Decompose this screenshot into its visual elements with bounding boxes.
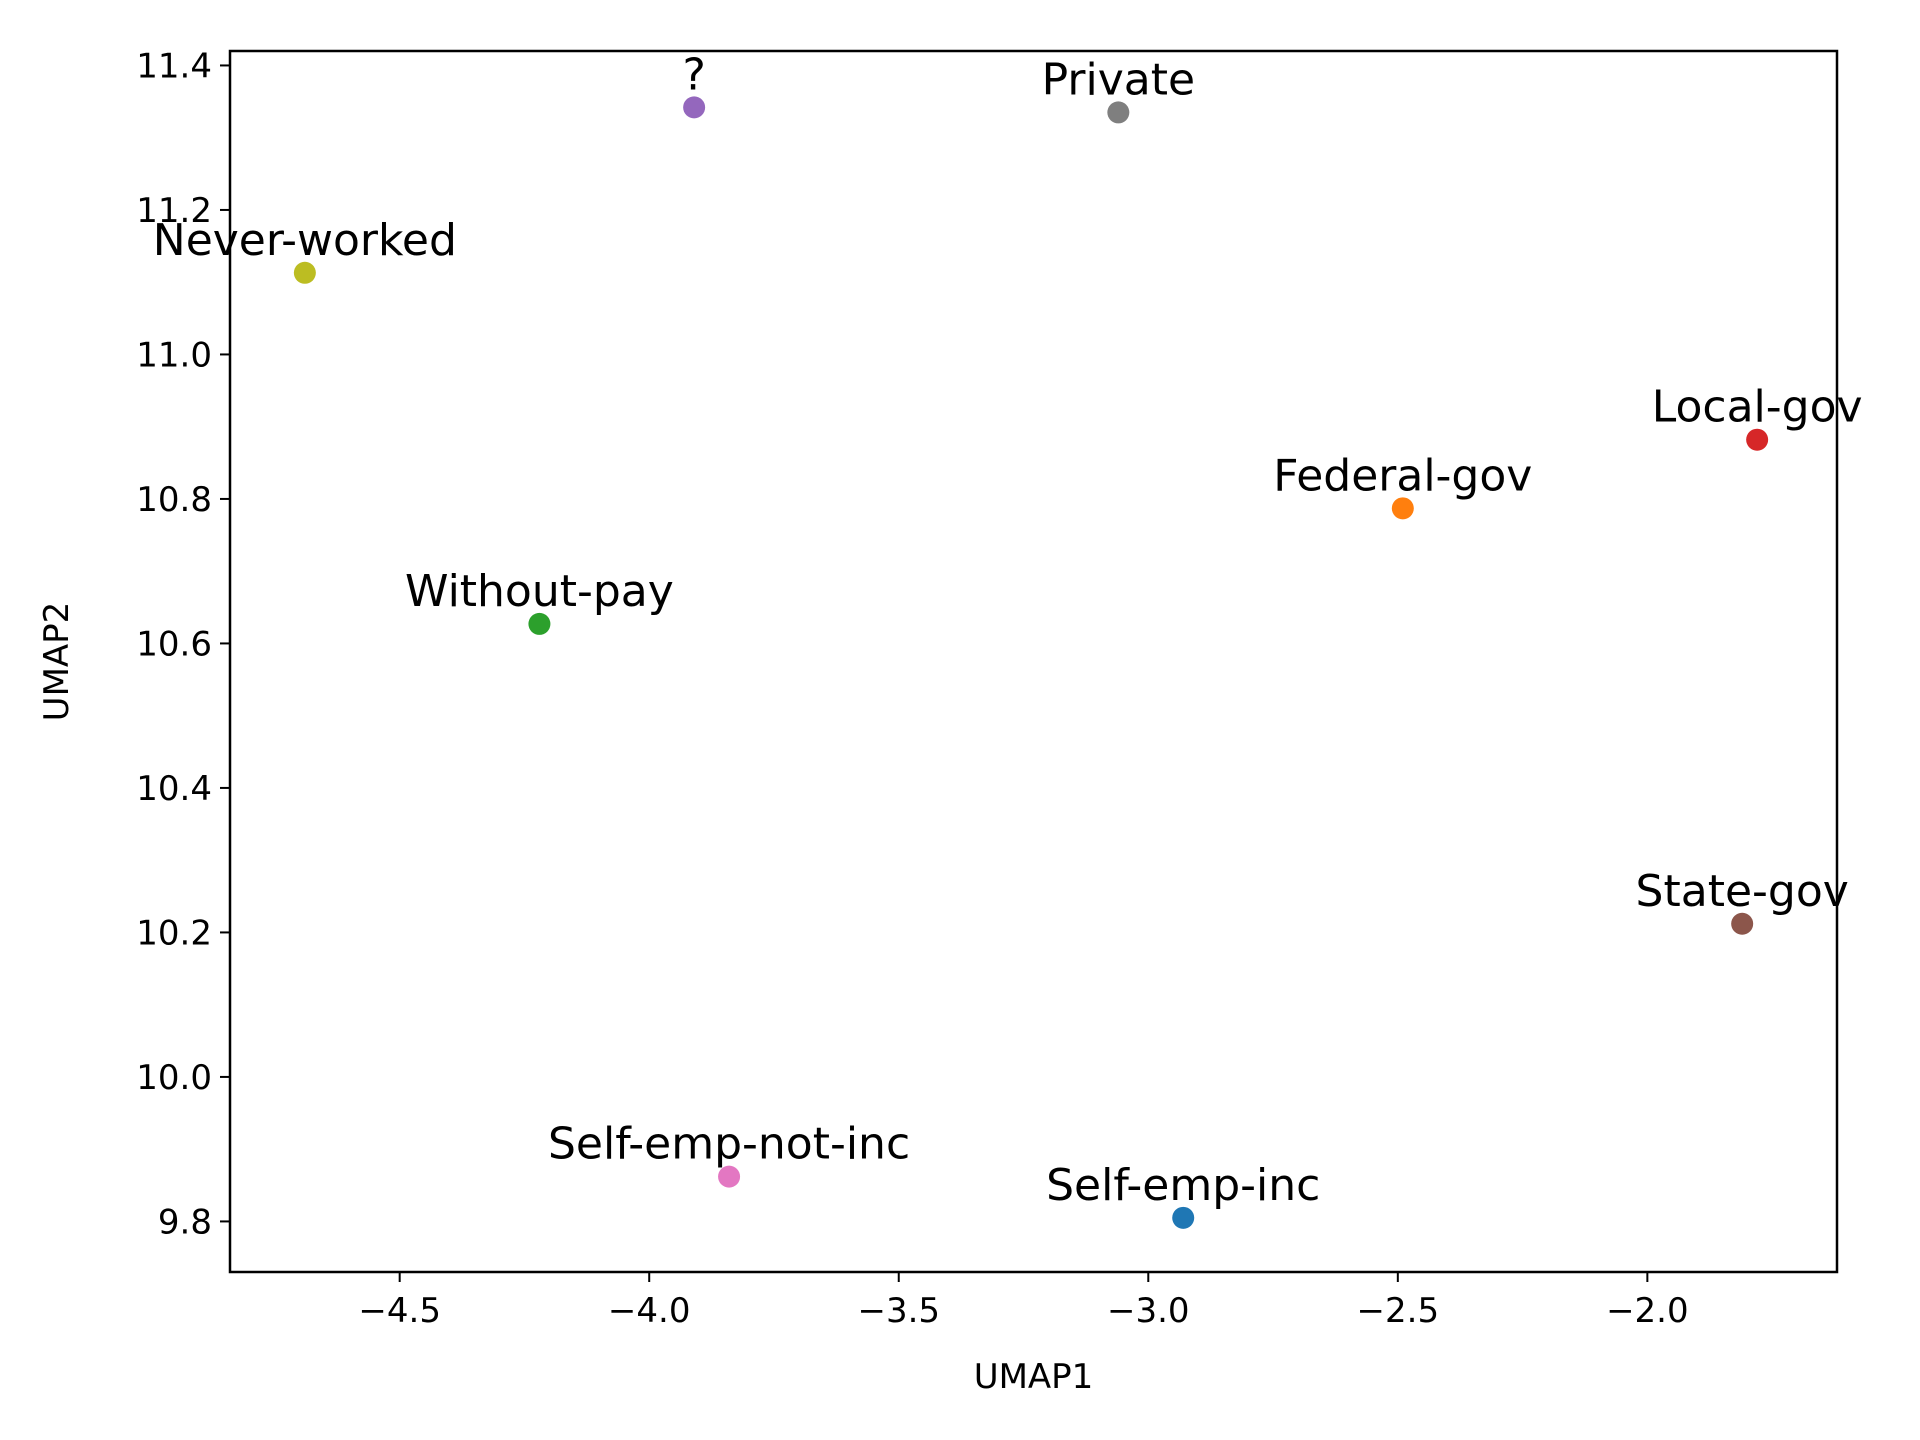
y-tick-label: 10.8 [136, 480, 212, 520]
data-point [1746, 428, 1769, 451]
point-label: Without-pay [405, 566, 674, 617]
data-point [293, 261, 316, 284]
x-tick-label: −4.5 [358, 1291, 441, 1331]
data-point [528, 612, 551, 635]
y-tick-label: 11.0 [136, 335, 212, 375]
y-tick-label: 10.6 [136, 624, 212, 664]
x-axis-title: UMAP1 [974, 1357, 1094, 1397]
data-point [1172, 1206, 1195, 1229]
point-label: State-gov [1636, 866, 1849, 917]
point-label: Private [1042, 54, 1195, 105]
points-layer [293, 96, 1769, 1229]
data-point [1107, 101, 1130, 124]
point-label: Self-emp-not-inc [548, 1119, 910, 1170]
x-tick-label: −3.5 [857, 1291, 940, 1331]
labels-layer: Self-emp-inc Federal-gov Without-pay Local-… [153, 49, 1863, 1210]
data-point [1391, 497, 1414, 520]
point-label: Self-emp-inc [1046, 1160, 1320, 1211]
data-point [718, 1165, 741, 1188]
y-tick-label: 9.8 [158, 1202, 212, 1242]
y-tick-label: 11.2 [136, 191, 212, 231]
y-tick-label: 10.4 [136, 769, 212, 809]
data-point [1731, 912, 1754, 935]
y-tick-label: 10.0 [136, 1058, 212, 1098]
point-label: Local-gov [1652, 382, 1863, 433]
x-tick-label: −2.0 [1606, 1291, 1689, 1331]
y-axis-title: UMAP2 [37, 602, 77, 722]
x-tick-label: −4.0 [608, 1291, 691, 1331]
point-label: ? [682, 49, 705, 100]
point-label: Federal-gov [1273, 450, 1532, 501]
y-tick-label: 10.2 [136, 913, 212, 953]
plot-frame [228, 49, 1839, 1274]
data-point [683, 96, 706, 119]
x-tick-label: −2.5 [1357, 1291, 1440, 1331]
axes-layer: −4.5 −4.0 −3.5 −3.0 −2.5 −2.0 9.8 10.0 10.2 10.4 1… [136, 46, 1839, 1331]
x-tick-label: −3.0 [1107, 1291, 1190, 1331]
y-tick-label: 11.4 [136, 46, 212, 86]
point-label: Never-worked [153, 215, 457, 266]
